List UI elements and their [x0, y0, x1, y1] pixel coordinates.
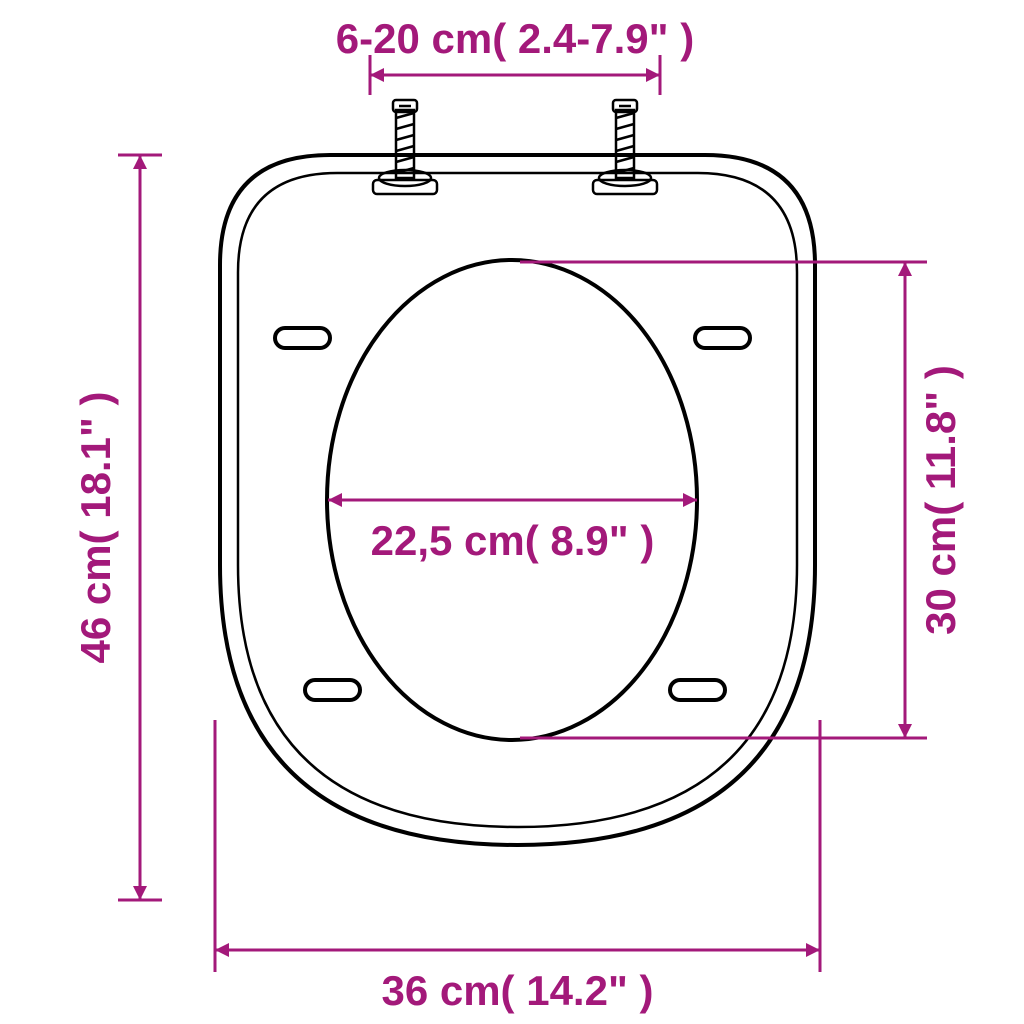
bumper-br [670, 680, 725, 700]
hinge-bolt-left [373, 100, 437, 194]
dim-label-top: 6-20 cm( 2.4-7.9" ) [336, 15, 694, 62]
bumper-tl [275, 328, 330, 348]
dim-label-bottom: 36 cm( 14.2" ) [381, 967, 653, 1014]
dim-label-center: 22,5 cm( 8.9" ) [371, 517, 655, 564]
bumper-bl [305, 680, 360, 700]
dim-label-right: 30 cm( 11.8" ) [917, 365, 964, 635]
dim-label-left: 46 cm( 18.1" ) [72, 391, 119, 663]
hinge-bolt-right [593, 100, 657, 194]
bumper-tr [695, 328, 750, 348]
